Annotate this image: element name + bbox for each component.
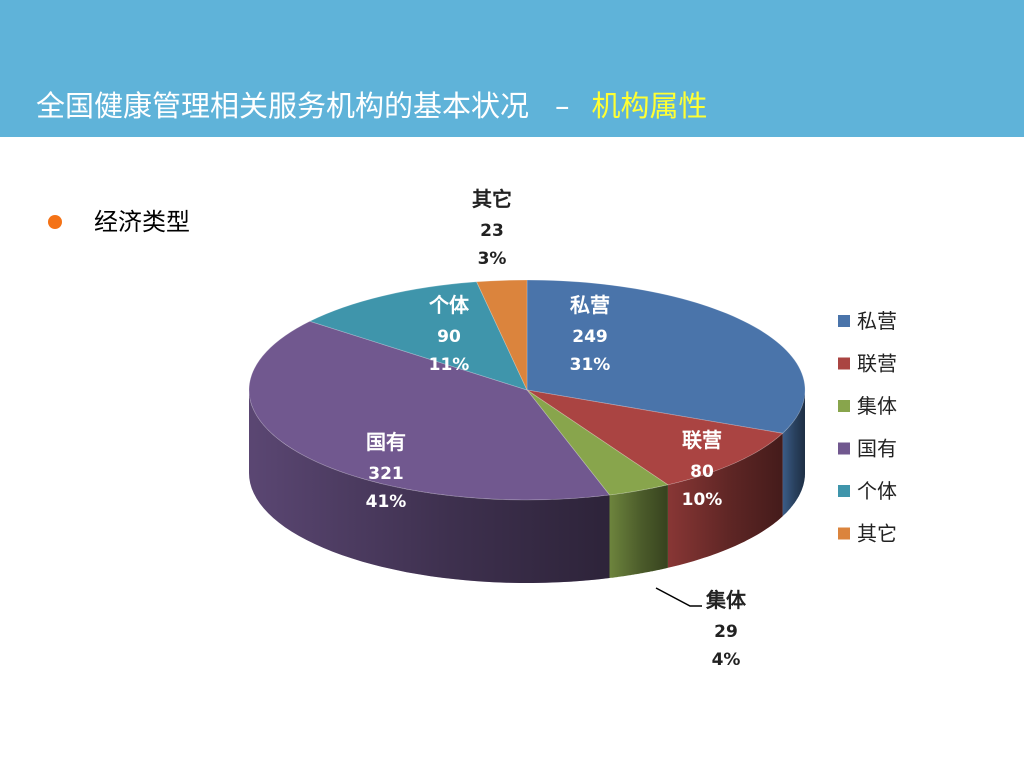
legend-label-3: 国有 [857,437,897,461]
legend-swatch-1 [838,357,850,370]
data-label-percent-0: 31% [570,355,611,375]
pie-slice-2 [526,389,669,496]
pie-slice-4 [308,281,528,391]
pie-side-shade-3 [249,390,610,583]
legend-label-2: 集体 [857,394,897,418]
data-label-value-2: 29 [714,622,738,642]
legend-label-0: 私营 [857,309,897,333]
legend-label-4: 个体 [857,479,897,503]
title-main: 全国健康管理相关服务机构的基本状况 [36,89,530,123]
title-separator: – [555,89,570,123]
legend-label-1: 联营 [857,352,897,376]
data-label-percent-5: 3% [478,249,507,269]
data-label-value-3: 321 [368,464,404,484]
legend-swatch-2 [838,400,850,412]
pie-slice-1 [526,389,784,486]
title-highlight: 机构属性 [591,89,708,123]
legend-swatch-5 [838,527,850,540]
pie-slice-3 [248,320,611,501]
data-label-percent-4: 11% [429,355,470,375]
bullet-text: 经济类型 [94,208,190,236]
data-label-name-4: 个体 [428,293,470,317]
pie-side-shade-0 [782,390,805,517]
bullet-dot-icon [48,215,62,229]
data-label-value-1: 80 [690,462,714,482]
pie-side-shade-1 [667,433,783,568]
data-labels: 私营 249 31% 联营 80 10% 国有 321 41% 个体 90 11% 其它 23 3% 集体 29… [366,187,747,670]
data-label-name-5: 其它 [472,187,512,211]
pie-tops [248,279,806,501]
pie-sides [249,390,805,583]
data-label-name-3: 国有 [366,430,406,454]
data-label-percent-2: 4% [712,650,741,670]
legend-label-5: 其它 [857,522,897,546]
data-label-percent-3: 41% [366,492,407,512]
data-label-value-4: 90 [437,327,461,347]
title-bar: 全国健康管理相关服务机构的基本状况 – 机构属性 [0,0,1024,137]
legend-swatch-0 [838,315,850,327]
data-label-value-5: 23 [480,221,504,241]
data-label-name-2: 集体 [705,588,747,612]
data-label-value-0: 249 [572,327,608,347]
pie-slice-0 [526,279,806,434]
data-label-name-1: 联营 [682,428,722,452]
leader-line [655,587,702,607]
pie-side-shade-2 [609,484,668,578]
pie-slice-5 [475,279,528,391]
legend-swatch-3 [838,442,850,455]
data-label-percent-1: 10% [682,490,723,510]
slide-title: 全国健康管理相关服务机构的基本状况 – 机构属性 [36,84,708,128]
data-label-name-0: 私营 [570,293,610,317]
legend-swatch-4 [838,485,850,497]
